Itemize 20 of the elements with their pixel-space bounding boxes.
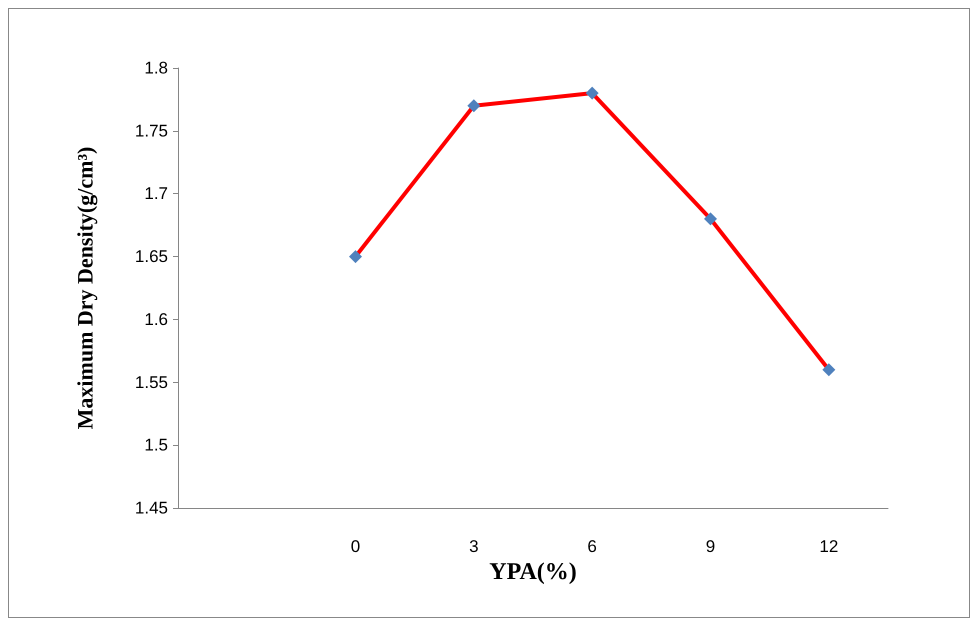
x-axis-title: YPA(%) — [489, 558, 577, 585]
x-tick-label: 6 — [587, 537, 597, 556]
y-tick-label: 1.75 — [134, 121, 168, 140]
point — [467, 99, 480, 112]
x-tick-label: 12 — [819, 537, 838, 556]
y-tick-label: 1.65 — [134, 247, 168, 266]
x-tick-label: 3 — [469, 537, 479, 556]
y-tick-label: 1.8 — [144, 58, 168, 78]
y-tick-label: 1.7 — [144, 184, 168, 204]
y-tick-label: 1.6 — [144, 310, 168, 329]
point — [349, 250, 362, 264]
y-tick-label: 1.45 — [134, 498, 168, 518]
point — [586, 86, 599, 100]
point — [704, 212, 717, 226]
x-tick-label: 0 — [350, 537, 360, 556]
y-axis-title: Maximum Dry Density(g/cm³) — [72, 146, 98, 430]
x-tick-label: 9 — [706, 537, 716, 556]
y-tick-label: 1.5 — [144, 436, 168, 455]
y-tick-label: 1.55 — [134, 372, 168, 392]
point — [822, 363, 836, 376]
